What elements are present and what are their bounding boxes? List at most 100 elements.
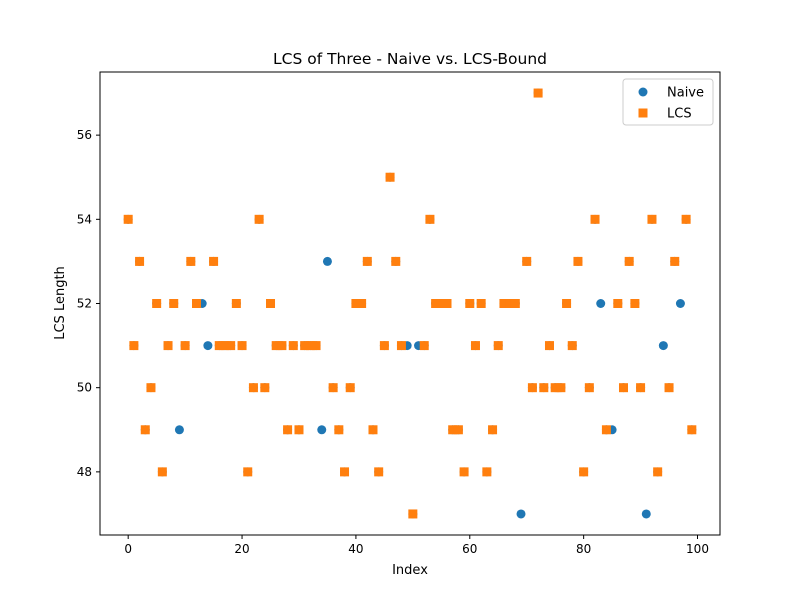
lcs-legend-marker [638, 108, 648, 118]
lcs-point [260, 383, 270, 393]
lcs-point [169, 299, 179, 308]
naive-point [174, 425, 184, 435]
naive-point [641, 509, 651, 519]
lcs-point [431, 299, 441, 308]
lcs-point [681, 214, 691, 224]
lcs-point [567, 341, 577, 351]
y-tick-label: 54 [77, 212, 92, 226]
x-tick-label: 40 [348, 542, 363, 556]
axes: 0 20 40 60 80 100 48 50 52 54 56 [77, 71, 721, 556]
lcs-point [396, 341, 406, 351]
lcs-point [618, 383, 628, 393]
lcs-point [288, 341, 298, 351]
lcs-point [448, 425, 458, 435]
lcs-point [243, 467, 253, 477]
x-tick-label: 0 [124, 542, 132, 556]
naive-point [596, 299, 606, 308]
lcs-point [163, 341, 173, 351]
lcs-point [123, 214, 133, 224]
chart-title: LCS of Three - Naive vs. LCS-Bound [273, 50, 547, 68]
lcs-point [294, 425, 304, 435]
lcs-point [334, 425, 344, 435]
lcs-point [590, 214, 600, 224]
lcs-point [476, 299, 486, 308]
naive-point [322, 256, 332, 266]
lcs-point [248, 383, 258, 393]
naive-point [516, 509, 526, 519]
lcs-point [584, 383, 594, 393]
lcs-point [368, 425, 378, 435]
y-tick-label: 48 [77, 465, 92, 479]
lcs-point [499, 299, 509, 308]
lcs-point [391, 256, 401, 266]
lcs-point [670, 256, 680, 266]
legend: Naive LCS [622, 78, 714, 126]
lcs-point [220, 341, 230, 351]
x-tick-label: 60 [462, 542, 477, 556]
lcs-point [311, 341, 321, 351]
plot-area [123, 88, 697, 519]
lcs-point [453, 425, 463, 435]
lcs-point [266, 299, 276, 308]
lcs-point [146, 383, 156, 393]
lcs-point [550, 383, 560, 393]
lcs-point [527, 383, 537, 393]
lcs-point [442, 299, 452, 308]
lcs-point [562, 299, 572, 308]
lcs-point [186, 256, 196, 266]
lcs-point [539, 383, 549, 393]
lcs-point [522, 256, 532, 266]
x-axis-label: Index [392, 563, 428, 578]
lcs-point [305, 341, 315, 351]
x-tick-label: 100 [686, 542, 709, 556]
x-tick-label: 20 [234, 542, 249, 556]
lcs-point [277, 341, 287, 351]
lcs-point [573, 256, 583, 266]
lcs-point [647, 214, 657, 224]
lcs-point [192, 299, 202, 308]
naive-legend-label: Naive [667, 86, 704, 101]
lcs-point [482, 467, 492, 477]
lcs-point [345, 383, 355, 393]
lcs-point [510, 299, 520, 308]
lcs-point [459, 467, 469, 477]
lcs-point [493, 341, 503, 351]
lcs-point [636, 383, 646, 393]
lcs-point [271, 341, 281, 351]
lcs-point [374, 467, 384, 477]
lcs-point [601, 425, 611, 435]
lcs-point [231, 299, 241, 308]
lcs-point [436, 299, 446, 308]
naive-legend-marker [638, 87, 648, 97]
lcs-point [470, 341, 480, 351]
lcs-point [237, 341, 247, 351]
lcs-point [357, 299, 367, 308]
lcs-point [624, 256, 634, 266]
lcs-point [283, 425, 293, 435]
y-axis-label: LCS Length [53, 266, 68, 340]
lcs-point [328, 383, 338, 393]
lcs-point [362, 256, 372, 266]
y-tick-label: 52 [77, 297, 92, 311]
naive-point [675, 299, 685, 308]
lcs-point [226, 341, 236, 351]
lcs-point [340, 467, 350, 477]
lcs-point [556, 383, 566, 393]
lcs-point [488, 425, 498, 435]
lcs-point [129, 341, 139, 351]
lcs-point [533, 88, 543, 98]
lcs-point [209, 256, 219, 266]
lcs-point [379, 341, 389, 351]
lcs-point [664, 383, 674, 393]
lcs-point [214, 341, 224, 351]
naive-point [317, 425, 327, 435]
lcs-point [419, 341, 429, 351]
lcs-point [385, 172, 395, 182]
lcs-point [140, 425, 150, 435]
lcs-point [630, 299, 640, 308]
naive-point [658, 341, 668, 351]
lcs-point [425, 214, 435, 224]
lcs-point [544, 341, 554, 351]
y-tick-label: 56 [77, 128, 92, 142]
